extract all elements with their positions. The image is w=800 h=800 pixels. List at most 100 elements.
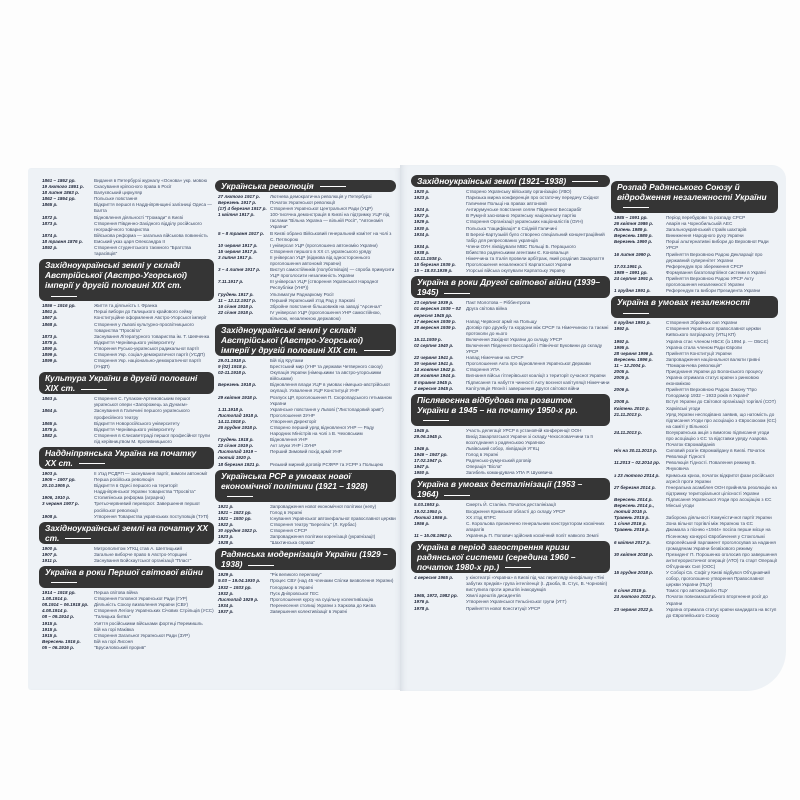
heading-rule [51, 582, 77, 584]
heading-rule [423, 420, 449, 421]
event-text: Існування Української автокефальної прав… [270, 515, 396, 521]
event-date: 7.11.1917 р. [218, 279, 244, 285]
event-text: Створення СРСР [270, 528, 308, 534]
timeline-entry: 11 – 15.08.1962 р. Українець П. Попович з… [414, 533, 610, 539]
timeline-entry: Квітень 2010 р. Харківські угоди [614, 406, 778, 412]
timeline-entry: 27 лютого 1917 р. Лютнева демократична ре… [218, 194, 396, 200]
event-date: Квітень 2010 р. [614, 405, 650, 411]
timeline-entry: 1922 р. Створення театру "Березіль" (Л. К… [218, 522, 396, 528]
section-title: Радянська модернізація України (1929 – 1… [221, 549, 388, 570]
event-text: Мінські угоди [666, 503, 694, 509]
event-text: Україна отримала статус країни з ринково… [666, 375, 759, 387]
event-text: Відкриття Чернівецького університету [94, 339, 175, 345]
event-date: 29.06.1945 р. [414, 433, 443, 439]
event-text: II з'їзд РСДРП — заснування партії, вимо… [94, 471, 208, 476]
event-date: 1862 – 1864 рр. [42, 196, 76, 202]
event-text: Створення Загальної Української Ради (ЗУ… [94, 632, 190, 638]
timeline-entry: 1924 р. Антирумунське повстання селян Пів… [414, 207, 610, 213]
event-text: Загальноукраїнський страйк шахтарів [666, 227, 747, 233]
timeline-entry: 22 січня 1919 р. Акт злуки УНР і ЗУНР [218, 443, 396, 449]
event-date: 1927 р. [414, 213, 430, 219]
event-date: 28 червня 1996 р. [614, 350, 654, 356]
timeline-entry: 1921 р. Запровадження нової економічної п… [218, 504, 396, 510]
event-date: 1908 р. [42, 513, 58, 519]
event-text: у кінотеатрі «Україна» в Києві під час п… [466, 575, 608, 593]
event-date: 1934 р. [414, 231, 430, 237]
event-date: Листопад 1919 – лютий 1920 р. [218, 449, 257, 461]
timeline-entry: 1920 р. Створено Українську військову орг… [414, 189, 610, 195]
event-text: Аварія на Чорнобильській АЕС [666, 221, 733, 227]
heading-rule [444, 494, 471, 496]
left-column-1: 1861 – 1862 рр. Видання в Петербурзі журн… [39, 178, 214, 651]
event-date: 29 квітня 1918 р. [218, 394, 258, 400]
timeline-entry: 1927 р. В Румунії засновано Українську на… [414, 213, 610, 219]
timeline-entry: 1932 р. Пуск Дніпровської ГЕС [218, 591, 396, 597]
heading-rule [572, 181, 599, 183]
event-text: Участь делегації УРСР в установчій конфе… [466, 427, 582, 433]
event-text: Життя та діяльність І. Франка [94, 303, 158, 309]
timeline-entry: 4.08.1914 р. Створення Легіону Українськи… [42, 608, 214, 614]
event-text: Підписання Української Угоди про асоціац… [666, 496, 772, 502]
right-page: Західноукраїнські землі (1921–1938) 1920 … [400, 165, 786, 691]
event-text: Україна стає членом НБСЄ (із 1994 р. — О… [666, 338, 769, 344]
timeline-entry: 15 червня 1917 р. Створення першого в XX … [218, 249, 396, 255]
event-date: 19 лютого 1861 р. [42, 184, 84, 190]
event-text: Військова реформа — загальна військова п… [94, 232, 208, 238]
timeline-entry: 1882 р. Створення в Єлисаветграді першої … [42, 433, 214, 445]
event-date: 15.11.1939 р. [414, 336, 443, 342]
timeline-entry: Липень 1989 р. Загальноукраїнський страйк… [614, 227, 778, 233]
section-title: Україна в умовах незалежності [617, 297, 750, 308]
section-heading: Україна в умовах незалежності [611, 296, 778, 319]
event-text: Вступ України до Світової організації то… [666, 399, 776, 405]
event-date: 24 лютого 2022 р. [614, 594, 656, 600]
timeline-entry: 02 серпня 1940 р. Включення Південної Бес… [414, 343, 610, 355]
event-date: 1863 р. [42, 396, 58, 402]
event-text: Референдум про збереження СРСР [666, 263, 744, 269]
event-text: Створення студентського таємного "Братст… [94, 245, 192, 257]
event-text: Розпуск ЦР, проголошення П. Скоропадсько… [270, 394, 392, 406]
heading-rule [81, 388, 108, 390]
event-date: 11 – 12.2004 р. [614, 362, 646, 368]
event-text: Створено Українську військову організаці… [466, 189, 572, 194]
event-text: Силовий розгін Євромайдану в Києві. Поча… [666, 448, 765, 460]
event-date: 3 липня 1917 р. [218, 254, 253, 260]
event-text: Створено перший уряд відновленої УНР — Р… [270, 425, 375, 437]
timeline-entry: 1929 р. Створення Організації українських… [414, 219, 610, 225]
event-text: Лютнева демократична революція у Петербу… [270, 194, 372, 199]
timeline-entry: 1873 р. Заснування Літературного товарист… [42, 334, 214, 340]
event-text: Приєднання України до Болонського процес… [666, 368, 763, 374]
event-text: Утворення Русько-української радикальної… [94, 345, 199, 351]
event-date: 9 (02) 1918 р. [218, 364, 247, 370]
event-date: 1 квітня 1917 р. [218, 212, 255, 218]
event-date: (17) 4 березня 1917 р. [218, 206, 267, 212]
timeline-entry: 1873 р. Створення Південно-Західного відд… [42, 221, 214, 233]
event-date: 1.08.1914 р. [42, 596, 68, 602]
event-date: 22 січня 1918 р. [218, 309, 254, 315]
event-text: Перший Зимовий похід армії УНР [270, 449, 342, 455]
event-date: 1934 р. [218, 602, 234, 608]
event-text: Революція Гідності. Повалення режиму В. … [666, 460, 756, 472]
event-text: Початок повномасштабного вторгнення росі… [666, 594, 768, 606]
event-date: 20.10.1905 р. [42, 483, 71, 489]
event-date: 18 березня 1921 р. [218, 461, 260, 467]
event-date: 15 березня 1939 р. [414, 262, 456, 268]
event-text: Створення С. Гулаком-Артемовським першої… [94, 396, 191, 408]
right-column-2: Розпад Радянського Союзу й відродження н… [611, 179, 778, 619]
timeline-entry: 1995 р. Україна стала членом Ради Європи [614, 345, 778, 351]
timeline-entry: 1937 р. Завершення колективізації в Украї… [218, 609, 396, 615]
timeline-entry: 1907 р. Загальне виборче право в Австро-У… [42, 552, 214, 558]
event-text: Підписання та набуття чинності Акту воєн… [466, 379, 610, 385]
section-heading: Західноукраїнські землі у складі Австрій… [215, 323, 396, 356]
timeline-entry: 26 грудня 1918 р. Створено перший уряд ві… [218, 425, 396, 437]
event-text: Львівський собор, ліквідація УГКЦ [466, 446, 539, 451]
event-date: 1992 р. [614, 338, 630, 344]
section-heading: Україна в період загострення кризи радян… [411, 541, 610, 574]
timeline-entry: Березень 1918 р. Відновлення влади УЦР в … [218, 382, 396, 394]
timeline-entry: 1 квітня 1917 р. 100-тисячна демонстрація… [218, 212, 396, 230]
timeline-entry: 1861 р. Перші вибори до Галицького крайов… [42, 309, 214, 315]
timeline-entry: 6 квітня 2017 р. Європейський парламент п… [614, 540, 778, 552]
section-heading: Україна в умовах десталінізації (1953 – … [411, 478, 610, 501]
timeline-entry: 1899 р. Створення Укр. національно-демокр… [42, 358, 214, 370]
timeline-entry: 26 квітня 1986 р. Аварія на Чорнобильські… [614, 221, 778, 227]
event-date: 1921 – 1930 рр. [218, 515, 252, 521]
